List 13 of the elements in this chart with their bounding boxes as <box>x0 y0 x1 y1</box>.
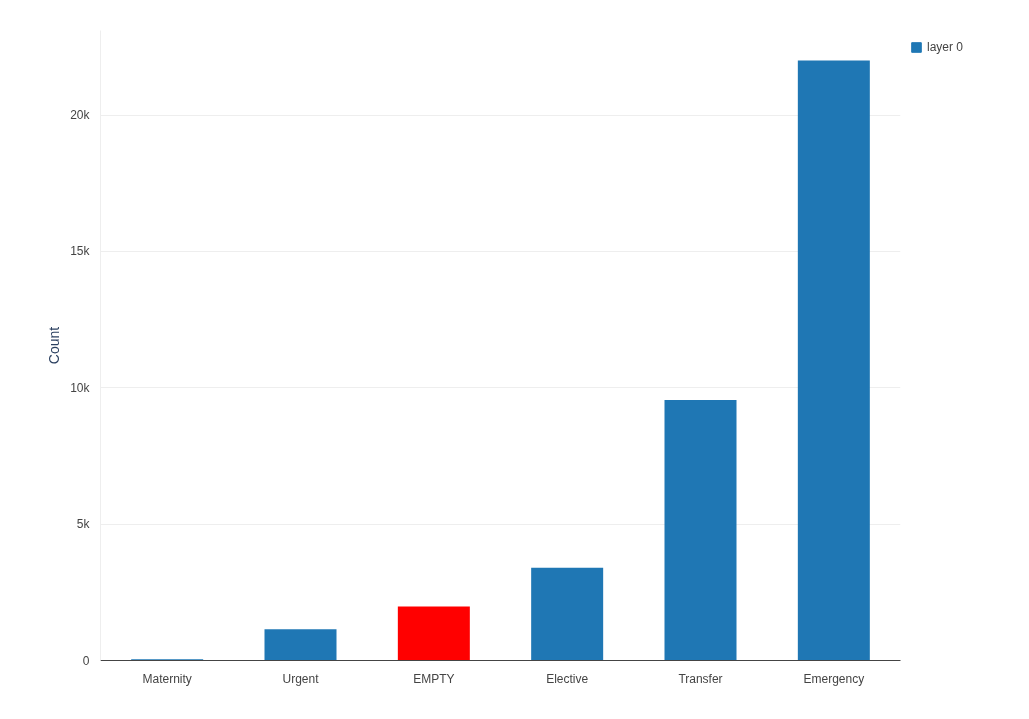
y-tick-label: 0 <box>82 653 90 668</box>
y-tick-label: 15k <box>70 244 91 259</box>
y-tick-label: 10k <box>70 380 91 395</box>
x-tick-label: Elective <box>546 671 589 686</box>
x-tick-label: Urgent <box>282 671 320 686</box>
x-tick-label: Transfer <box>678 671 723 686</box>
y-tick-label: 20k <box>70 108 91 123</box>
x-tick-label: Maternity <box>142 671 192 686</box>
x-tick-label: Emergency <box>803 671 865 686</box>
y-tick-label: 5k <box>76 517 91 532</box>
x-tick-label: EMPTY <box>413 671 455 686</box>
y-axis-title: Count <box>46 326 63 365</box>
legend-label: layer 0 <box>927 40 964 54</box>
